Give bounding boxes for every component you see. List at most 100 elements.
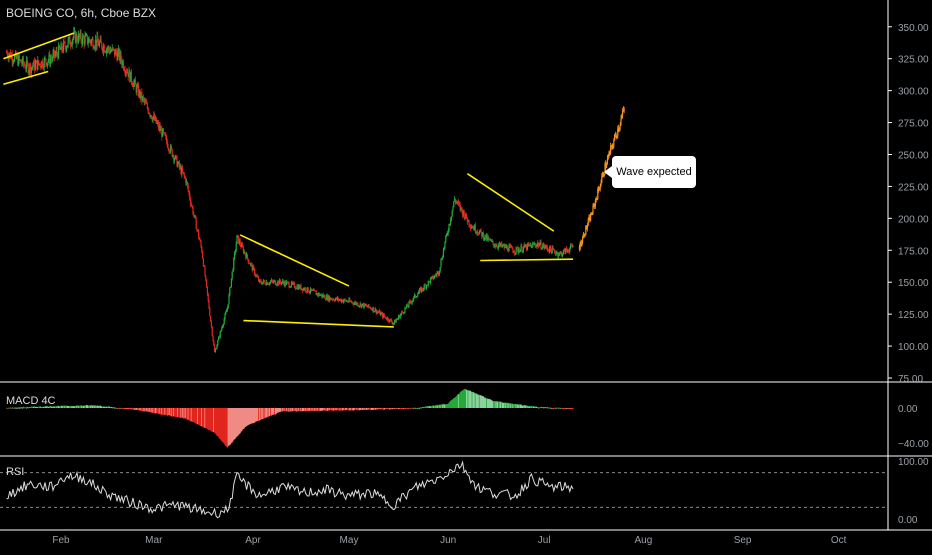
projection-candle xyxy=(600,182,602,186)
candle-body xyxy=(140,91,142,99)
candle-body xyxy=(479,229,481,232)
candle-body xyxy=(382,314,384,318)
candle-body xyxy=(94,47,96,49)
candle-body xyxy=(331,299,333,301)
projection-candle xyxy=(599,185,601,190)
candle-body xyxy=(252,266,254,271)
trendline xyxy=(480,258,574,262)
candle-body xyxy=(492,240,494,244)
candle-body xyxy=(542,246,544,249)
macd-bar xyxy=(286,408,288,412)
candle-body xyxy=(89,38,91,42)
macd-bar xyxy=(39,406,41,408)
projection-candle xyxy=(612,146,614,148)
candle-body xyxy=(318,293,320,296)
macd-bar xyxy=(178,408,180,418)
candle-body xyxy=(194,215,196,219)
macd-bar xyxy=(403,408,405,409)
candle-body xyxy=(378,311,380,313)
candle-body xyxy=(62,41,64,52)
candle-body xyxy=(419,288,421,290)
macd-bar xyxy=(259,408,261,420)
projection-candle xyxy=(579,242,581,250)
macd-bar xyxy=(162,408,164,415)
macd-bar xyxy=(237,408,239,436)
macd-bar xyxy=(275,408,277,414)
candle-body xyxy=(218,336,220,338)
candle-body xyxy=(298,285,300,290)
macd-bar xyxy=(457,394,459,408)
candle-body xyxy=(329,297,331,301)
candle-body xyxy=(338,299,340,301)
macd-bar xyxy=(18,407,20,409)
macd-bar xyxy=(140,408,142,411)
candle-body xyxy=(73,31,75,38)
candle-body xyxy=(450,216,452,220)
candle-body xyxy=(186,181,188,184)
macd-bar xyxy=(122,408,124,409)
candle-body xyxy=(102,45,104,52)
macd-bar xyxy=(414,407,416,409)
candle-body xyxy=(190,199,192,205)
candle-body xyxy=(233,257,235,270)
candle-body xyxy=(558,254,560,257)
candle-body xyxy=(166,136,168,143)
candle-body xyxy=(170,145,172,152)
candle-body xyxy=(472,227,474,229)
macd-bar xyxy=(485,398,487,408)
projection-candle xyxy=(620,118,622,125)
projection-candle xyxy=(590,213,592,215)
macd-bar xyxy=(394,408,396,409)
candle-body xyxy=(310,288,312,293)
macd-bar xyxy=(496,401,498,408)
macd-bar xyxy=(256,408,258,422)
candle-body xyxy=(529,244,531,246)
macd-bar xyxy=(438,405,440,408)
candle-body xyxy=(362,303,364,308)
macd-bar xyxy=(317,408,319,411)
candle-body xyxy=(77,40,79,43)
macd-bar xyxy=(315,408,317,411)
candle-body xyxy=(400,313,402,316)
candle-body xyxy=(340,299,342,302)
macd-bar xyxy=(540,406,542,408)
candle-body xyxy=(536,244,538,247)
macd-bar xyxy=(157,408,159,414)
candle-body xyxy=(110,50,112,53)
macd-bar xyxy=(278,408,280,413)
candle-body xyxy=(34,60,36,70)
macd-bar xyxy=(265,408,267,418)
candle-body xyxy=(374,311,376,313)
candle-body xyxy=(399,315,401,319)
macd-bar xyxy=(249,408,251,425)
macd-bar xyxy=(393,408,395,410)
candle-body xyxy=(410,301,412,303)
macd-bar xyxy=(386,408,388,410)
candle-body xyxy=(152,117,154,121)
macd-bar xyxy=(566,408,568,409)
macd-bar xyxy=(125,408,127,409)
candle-body xyxy=(532,243,534,245)
macd-bar xyxy=(333,408,335,411)
macd-bar xyxy=(280,408,282,412)
candle-body xyxy=(220,330,222,332)
macd-bar xyxy=(505,403,507,408)
macd-bar xyxy=(112,406,114,408)
macd-bar xyxy=(264,408,266,419)
macd-bar xyxy=(66,405,68,408)
candle-body xyxy=(560,252,562,254)
projection-candle xyxy=(586,225,588,229)
macd-bar xyxy=(104,406,106,408)
macd-bar xyxy=(391,408,393,410)
candle-body xyxy=(67,39,69,46)
macd-bar xyxy=(305,408,307,412)
candle-body xyxy=(528,244,530,246)
candle-body xyxy=(167,147,169,149)
candle-body xyxy=(41,61,43,68)
macd-bar xyxy=(478,395,480,408)
candle-body xyxy=(202,252,204,259)
candle-body xyxy=(572,246,574,248)
candle-body xyxy=(127,72,129,78)
candle-body xyxy=(120,52,122,61)
macd-bar xyxy=(452,399,454,408)
